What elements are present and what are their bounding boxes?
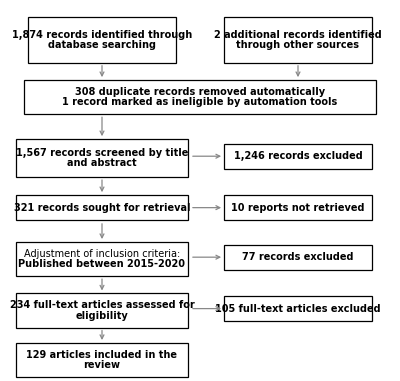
Bar — [16, 293, 188, 328]
Text: 1,567 records screened by title: 1,567 records screened by title — [16, 148, 188, 158]
Text: through other sources: through other sources — [236, 40, 360, 50]
Bar — [224, 17, 372, 63]
Text: review: review — [84, 360, 120, 370]
Text: 1,874 records identified through: 1,874 records identified through — [12, 30, 192, 40]
Text: Published between 2015-2020: Published between 2015-2020 — [18, 259, 186, 269]
Text: 2 additional records identified: 2 additional records identified — [214, 30, 382, 40]
Text: 1,246 records excluded: 1,246 records excluded — [234, 151, 362, 161]
Bar — [28, 17, 176, 63]
Bar — [16, 139, 188, 177]
Bar — [24, 80, 376, 114]
Bar — [224, 144, 372, 168]
Text: database searching: database searching — [48, 40, 156, 50]
Text: 234 full-text articles assessed for: 234 full-text articles assessed for — [10, 300, 194, 310]
Text: 308 duplicate records removed automatically: 308 duplicate records removed automatica… — [75, 87, 325, 97]
Text: 105 full-text articles excluded: 105 full-text articles excluded — [215, 304, 381, 314]
Text: 77 records excluded: 77 records excluded — [242, 252, 354, 262]
Bar — [16, 242, 188, 276]
Text: Adjustment of inclusion criteria:: Adjustment of inclusion criteria: — [24, 249, 180, 259]
Bar — [16, 343, 188, 377]
Text: 321 records sought for retrieval: 321 records sought for retrieval — [14, 203, 190, 213]
Text: 10 reports not retrieved: 10 reports not retrieved — [231, 203, 365, 213]
Bar — [224, 195, 372, 220]
Text: eligibility: eligibility — [76, 311, 128, 321]
Text: and abstract: and abstract — [67, 158, 137, 168]
Text: 1 record marked as ineligible by automation tools: 1 record marked as ineligible by automat… — [62, 98, 338, 107]
Bar — [16, 195, 188, 220]
Bar — [224, 245, 372, 270]
Text: 129 articles included in the: 129 articles included in the — [26, 350, 178, 360]
Bar — [224, 296, 372, 321]
